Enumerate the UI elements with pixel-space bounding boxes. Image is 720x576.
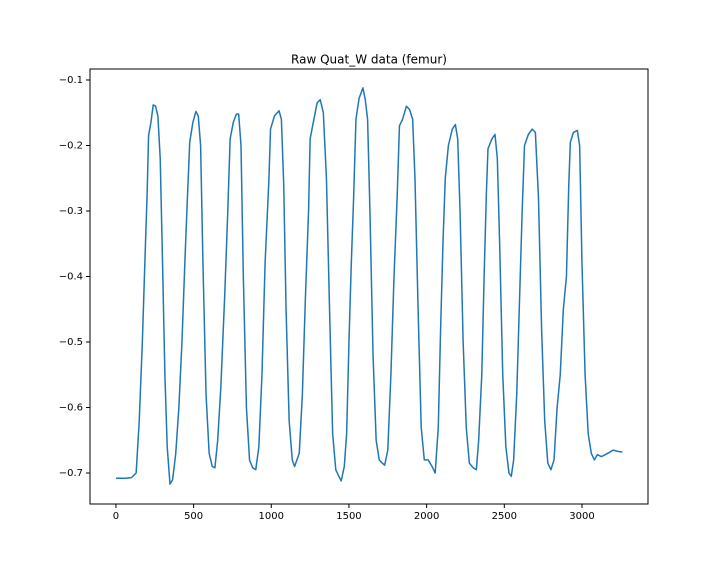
y-tick-label: −0.5: [59, 337, 83, 348]
y-tick-label: −0.3: [59, 206, 83, 217]
plot-frame: [89, 68, 649, 505]
x-tick-label: 2000: [414, 511, 439, 522]
y-tick-label: −0.7: [59, 468, 83, 479]
y-tick-label: −0.1: [59, 75, 83, 86]
chart-title: Raw Quat_W data (femur): [291, 53, 447, 67]
y-tick-label: −0.2: [59, 141, 83, 152]
x-tick-label: 1500: [336, 511, 361, 522]
x-tick-label: 2500: [492, 511, 517, 522]
x-tick-label: 500: [184, 511, 203, 522]
data-line: [115, 87, 623, 485]
x-tick-label: 3000: [569, 511, 594, 522]
x-tick-label: 0: [113, 511, 119, 522]
x-tick-label: 1000: [259, 511, 284, 522]
y-tick-label: −0.4: [59, 272, 83, 283]
y-tick-label: −0.6: [59, 403, 83, 414]
